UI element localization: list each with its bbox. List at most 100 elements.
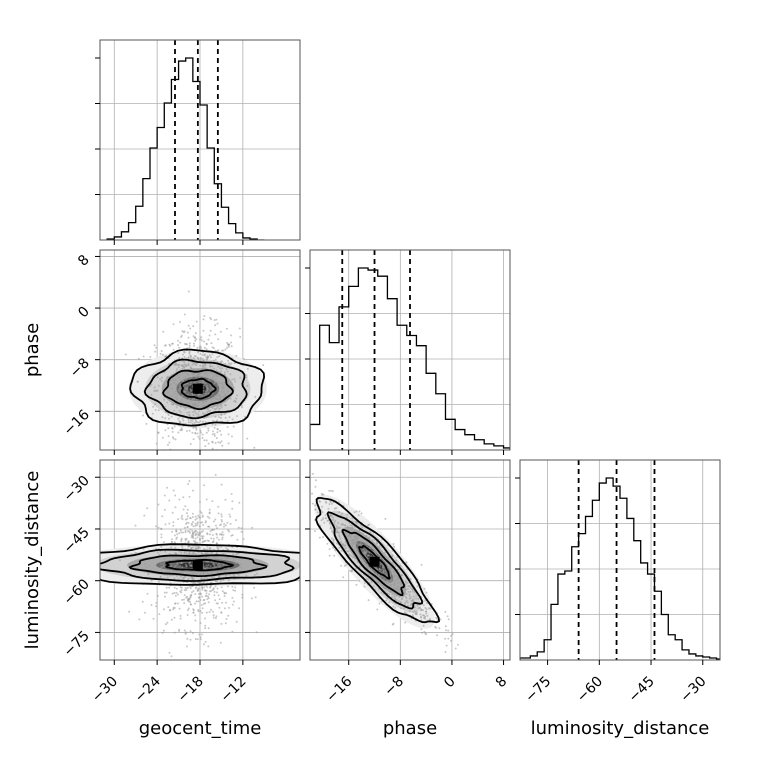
- sample-point: [228, 513, 231, 516]
- sample-point: [205, 400, 208, 403]
- sample-point: [172, 489, 175, 492]
- sample-point: [180, 589, 183, 592]
- sample-point: [211, 392, 214, 395]
- sample-point: [221, 536, 224, 539]
- sample-point: [190, 546, 193, 549]
- sample-point: [353, 511, 356, 514]
- sample-point: [199, 380, 202, 383]
- sample-point: [179, 529, 182, 532]
- sample-point: [336, 526, 339, 529]
- sample-point: [219, 404, 222, 407]
- sample-point: [326, 542, 329, 545]
- sample-point: [187, 483, 190, 485]
- sample-point: [189, 630, 192, 633]
- sample-point: [410, 596, 412, 599]
- sample-point: [184, 505, 187, 508]
- sample-point: [175, 571, 178, 574]
- sample-point: [362, 532, 365, 535]
- sample-point: [191, 529, 194, 532]
- sample-point: [217, 382, 220, 385]
- sample-point: [192, 438, 195, 441]
- sample-point: [217, 441, 220, 444]
- sample-point: [194, 410, 196, 413]
- sample-point: [207, 429, 210, 432]
- sample-point: [398, 596, 401, 599]
- sample-point: [212, 528, 215, 531]
- sample-point: [231, 585, 234, 588]
- sample-point: [206, 389, 209, 391]
- sample-point: [224, 348, 227, 351]
- sample-point: [142, 547, 145, 550]
- sample-point: [164, 595, 166, 598]
- sample-point: [450, 634, 452, 637]
- sample-point: [204, 424, 207, 427]
- sample-point: [183, 356, 186, 359]
- sample-point: [384, 551, 386, 554]
- sample-point: [231, 507, 234, 510]
- sample-point: [400, 582, 403, 585]
- sample-point: [163, 508, 166, 511]
- sample-point: [193, 405, 196, 408]
- sample-point: [322, 493, 325, 496]
- sample-point: [193, 472, 195, 474]
- sample-point: [229, 373, 232, 376]
- sample-point: [192, 325, 195, 328]
- sample-point: [393, 584, 396, 587]
- sample-point: [162, 629, 165, 632]
- sample-point: [204, 445, 207, 448]
- sample-point: [197, 514, 200, 517]
- sample-point: [359, 532, 362, 534]
- sample-point: [388, 579, 391, 582]
- sample-point: [183, 526, 186, 529]
- sample-point: [189, 419, 192, 422]
- sample-point: [353, 541, 356, 544]
- sample-point: [330, 502, 333, 505]
- sample-point: [205, 553, 208, 555]
- sample-point: [367, 578, 370, 581]
- sample-point: [423, 615, 426, 618]
- sample-point: [235, 519, 237, 522]
- sample-point: [215, 552, 218, 555]
- sample-point: [301, 489, 303, 491]
- sample-point: [305, 492, 307, 494]
- sample-point: [194, 363, 196, 366]
- sample-point: [144, 611, 146, 614]
- sample-point: [175, 396, 177, 399]
- sample-point: [208, 525, 211, 528]
- sample-point: [178, 570, 181, 573]
- sample-point: [199, 420, 202, 423]
- contour-line: [100, 548, 295, 582]
- sample-point: [199, 345, 202, 348]
- sample-point: [203, 412, 206, 415]
- sample-point: [235, 553, 238, 556]
- sample-point: [189, 381, 192, 384]
- sample-point: [199, 501, 201, 503]
- sample-point: [183, 602, 186, 605]
- sample-point: [213, 359, 215, 362]
- sample-point: [346, 525, 349, 528]
- sample-point: [227, 345, 230, 348]
- contour-line: [358, 545, 391, 580]
- sample-point: [322, 536, 324, 538]
- sample-point: [220, 586, 223, 589]
- sample-point: [206, 560, 209, 563]
- sample-point: [179, 429, 182, 432]
- sample-point: [182, 331, 185, 334]
- sample-point: [411, 588, 414, 591]
- sample-point: [219, 330, 222, 333]
- sample-point: [254, 596, 257, 599]
- sample-point: [182, 508, 185, 511]
- sample-point: [194, 593, 197, 595]
- contour-line: [326, 511, 423, 610]
- sample-point: [160, 566, 162, 569]
- sample-point: [167, 414, 170, 416]
- sample-point: [199, 622, 202, 625]
- sample-point: [216, 536, 219, 539]
- sample-point: [246, 367, 249, 370]
- sample-point: [216, 587, 219, 590]
- sample-point: [346, 513, 349, 516]
- sample-point: [180, 427, 183, 430]
- sample-point: [388, 567, 391, 570]
- sample-point: [170, 387, 173, 389]
- sample-point: [179, 400, 181, 403]
